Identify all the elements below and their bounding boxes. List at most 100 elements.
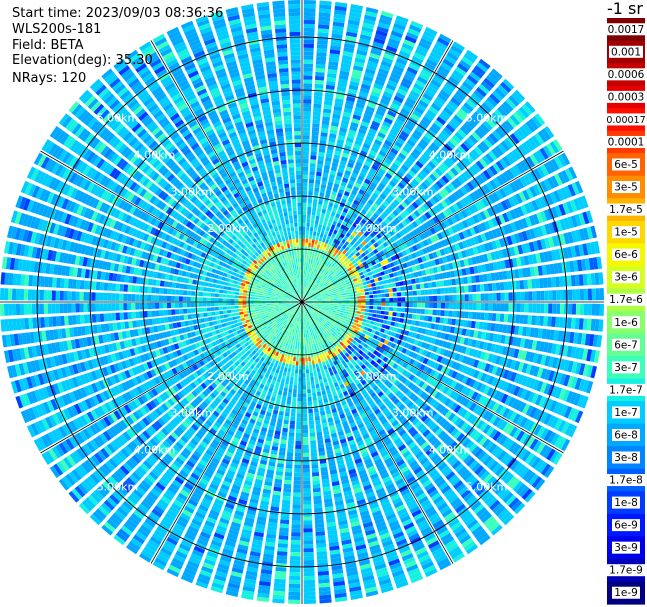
- data-gate: [334, 286, 340, 289]
- data-gate: [356, 276, 362, 281]
- data-gate: [492, 130, 502, 141]
- data-gate: [309, 424, 315, 429]
- data-gate: [444, 228, 451, 237]
- data-gate: [384, 87, 395, 95]
- data-gate: [287, 368, 292, 373]
- data-gate: [303, 583, 316, 589]
- data-gate: [305, 246, 308, 251]
- data-gate: [369, 251, 376, 257]
- data-gate: [333, 294, 338, 297]
- data-gate: [464, 207, 472, 217]
- data-gate: [426, 58, 438, 68]
- data-gate: [353, 199, 360, 206]
- data-gate: [305, 242, 308, 247]
- data-gate: [305, 302, 310, 304]
- data-gate: [309, 298, 314, 301]
- data-gate: [484, 99, 495, 110]
- data-gate: [447, 236, 454, 245]
- data-gate: [304, 282, 307, 287]
- data-gate: [377, 302, 382, 306]
- data-gate: [360, 185, 367, 192]
- data-gate: [323, 100, 333, 106]
- data-gate: [316, 56, 327, 61]
- data-gate: [525, 120, 536, 133]
- data-gate: [347, 88, 358, 95]
- data-gate: [303, 103, 312, 108]
- data-gate: [316, 391, 322, 397]
- data-gate: [394, 276, 400, 282]
- data-gate: [286, 400, 292, 405]
- data-gate: [360, 311, 365, 315]
- data-gate: [314, 515, 324, 521]
- data-gate: [536, 303, 541, 314]
- data-gate: [499, 313, 505, 322]
- data-gate: [292, 512, 301, 517]
- data-gate: [418, 99, 429, 108]
- data-gate: [570, 317, 576, 329]
- data-gate: [333, 216, 339, 222]
- data-gate: [344, 309, 350, 312]
- data-gate: [510, 372, 517, 382]
- data-gate: [471, 68, 484, 79]
- data-gate: [324, 193, 331, 199]
- data-gate: [522, 189, 531, 201]
- data-gate: [345, 213, 352, 220]
- data-gate: [311, 464, 319, 469]
- data-gate: [472, 303, 477, 311]
- data-gate: [327, 263, 332, 268]
- data-gate: [373, 83, 384, 91]
- data-gate: [345, 35, 357, 42]
- data-gate: [586, 242, 593, 255]
- data-gate: [303, 500, 312, 505]
- data-gate: [387, 110, 397, 118]
- data-gate: [373, 37, 386, 45]
- data-gate: [280, 378, 285, 384]
- data-gate: [437, 202, 445, 211]
- data-gate: [532, 213, 540, 225]
- data-gate: [414, 320, 420, 327]
- data-gate: [409, 24, 422, 33]
- data-gate: [322, 116, 331, 122]
- data-gate: [489, 132, 499, 144]
- data-gate: [380, 203, 387, 210]
- data-gate: [473, 369, 480, 379]
- data-gate: [407, 154, 417, 163]
- data-gate: [535, 315, 541, 326]
- data-gate: [444, 172, 453, 182]
- data-gate: [364, 288, 369, 292]
- data-gate: [302, 238, 305, 243]
- data-gate: [548, 222, 555, 234]
- data-gate: [327, 268, 332, 273]
- data-gate: [316, 431, 323, 437]
- data-gate: [341, 58, 352, 65]
- data-gate: [464, 285, 469, 293]
- data-gate: [420, 69, 432, 78]
- data-gate: [317, 305, 322, 308]
- data-gate: [366, 280, 371, 285]
- data-gate: [320, 309, 325, 312]
- data-gate: [412, 290, 418, 296]
- data-gate: [393, 159, 402, 167]
- data-gate: [327, 181, 334, 187]
- data-gate: [375, 157, 383, 164]
- data-gate: [364, 264, 370, 270]
- data-gate: [587, 288, 593, 301]
- data-gate: [337, 305, 342, 308]
- data-gate: [451, 361, 458, 369]
- data-gate: [324, 217, 329, 223]
- data-gate: [563, 289, 569, 301]
- data-gate: [360, 83, 371, 90]
- data-gate: [413, 258, 419, 265]
- data-gate: [375, 135, 384, 143]
- data-gate: [314, 91, 323, 97]
- data-gate: [276, 555, 288, 560]
- data-gate: [357, 305, 362, 308]
- data-gate: [443, 279, 449, 287]
- data-gate: [476, 245, 483, 254]
- data-gate: [512, 180, 521, 191]
- data-gate: [505, 153, 515, 165]
- data-gate: [348, 219, 354, 226]
- data-gate: [331, 289, 336, 292]
- data-gate: [303, 39, 315, 44]
- data-gate: [520, 388, 528, 400]
